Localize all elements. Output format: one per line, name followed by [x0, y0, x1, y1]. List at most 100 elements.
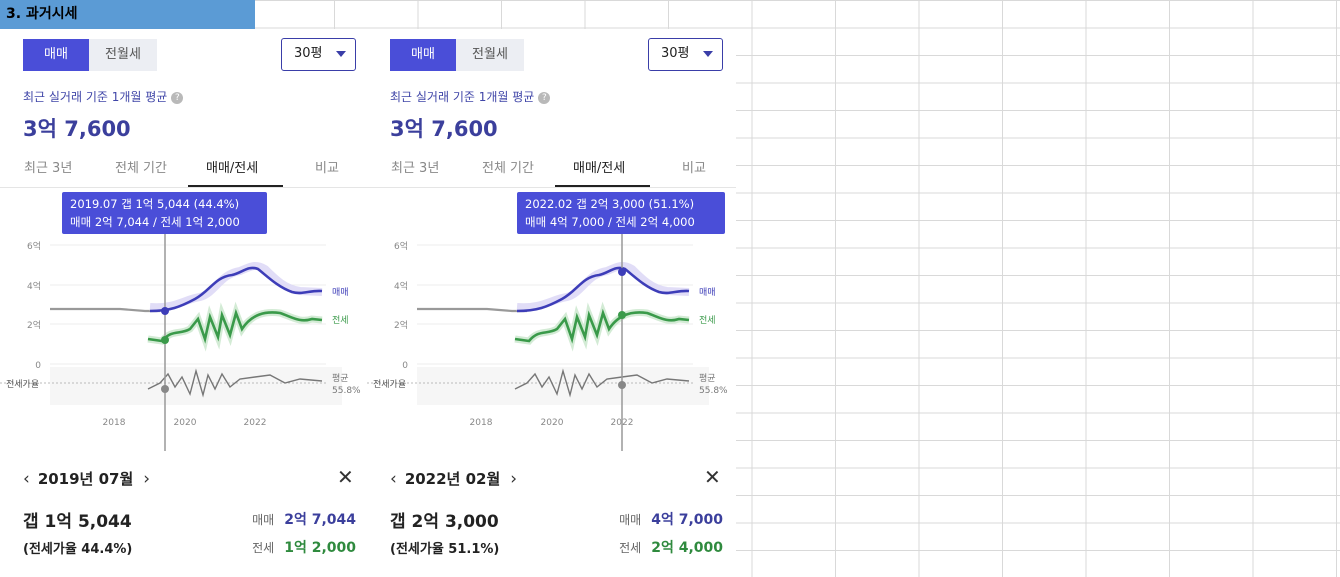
- x-tick-label: 2018: [470, 418, 493, 428]
- y-tick-label: 0: [35, 361, 41, 371]
- tooltip-line-2: 매매 2억 7,044 / 전세 1억 2,000: [70, 215, 240, 229]
- x-tick-label: 2022: [244, 418, 267, 428]
- jeonse-label: 전세: [252, 541, 275, 555]
- chevron-right-icon[interactable]: ›: [143, 468, 151, 489]
- trade-type-toggle: 매매 전월세: [23, 39, 157, 71]
- sale-label: 매매: [619, 513, 642, 527]
- sale-history-line: [417, 307, 527, 313]
- sale-line: [516, 266, 690, 313]
- jeonse-line: [514, 308, 690, 344]
- jeonse-value: 2억 4,000: [651, 540, 723, 556]
- tooltip-line-1: 2022.02 갭 2억 3,000 (51.1%): [525, 197, 695, 211]
- x-tick-label: 2020: [174, 418, 197, 428]
- ratio-avg-value: 55.8%: [332, 386, 361, 396]
- avg-price: 3억 7,600: [390, 117, 498, 141]
- avg-label: 최근 실거래 기준 1개월 평균?: [23, 88, 184, 105]
- tooltip-line-1: 2019.07 갭 1억 5,044 (44.4%): [70, 197, 240, 211]
- x-tick-label: 2018: [103, 418, 126, 428]
- sale-value: 4억 7,000: [651, 512, 723, 528]
- active-tab-underline: [188, 185, 283, 187]
- help-icon[interactable]: ?: [538, 91, 551, 104]
- close-icon[interactable]: ✕: [704, 465, 721, 489]
- jeonse-label: 전세: [619, 541, 642, 555]
- close-icon[interactable]: ✕: [337, 465, 354, 489]
- trade-type-toggle: 매매 전월세: [390, 39, 524, 71]
- tab-recent-3y[interactable]: 최근 3년: [24, 161, 73, 176]
- jeonse-value: 1억 2,000: [284, 540, 356, 556]
- gap-value: 갭 2억 3,000: [390, 512, 499, 532]
- sale-point-marker: [161, 307, 169, 315]
- ratio-avg-label: 평균: [332, 373, 349, 384]
- market-panel-1: 매매 전월세 30평 최근 실거래 기준 1개월 평균? 3억 7,600 최근…: [0, 29, 369, 577]
- jeonse-point-marker: [161, 336, 169, 344]
- selected-month: 2019년 07월: [37, 470, 134, 488]
- ratio-point-marker: [161, 385, 169, 393]
- rent-tab-button[interactable]: 전월세: [105, 47, 141, 62]
- tab-all-period[interactable]: 전체 기간: [482, 161, 534, 176]
- sheet-title: 3. 과거시세: [0, 0, 255, 29]
- chevron-right-icon[interactable]: ›: [510, 468, 518, 489]
- area-size-value: 30평: [661, 46, 690, 61]
- x-tick-label: 2020: [541, 418, 564, 428]
- avg-price: 3억 7,600: [23, 117, 131, 141]
- price-chart[interactable]: 6억 4억 2억 0 전세가율 평균 55.8% 매매 전세 2018 2020 2022 2019.…: [0, 189, 369, 451]
- sale-price-row: 매매 2억 7,044: [252, 509, 356, 529]
- ratio-axis-label: 전세가율: [6, 379, 39, 390]
- chevron-left-icon[interactable]: ‹: [23, 468, 30, 489]
- tab-all-period[interactable]: 전체 기간: [115, 161, 167, 176]
- month-navigator: ‹ 2019년 07월 ›: [23, 468, 150, 489]
- month-detail: ‹ 2022년 02월 › ✕ 갭 2억 3,000 (전세가율 51.1%) …: [367, 451, 736, 577]
- rent-tab-button[interactable]: 전월세: [472, 47, 508, 62]
- y-tick-label: 6억: [394, 240, 408, 252]
- area-size-select[interactable]: 30평: [648, 38, 723, 71]
- ratio-point-marker: [618, 381, 626, 389]
- chevron-down-icon: [336, 51, 346, 57]
- avg-label-text: 최근 실거래 기준 1개월 평균: [390, 90, 535, 104]
- sale-tab-button[interactable]: 매매: [390, 39, 456, 71]
- jeonse-ratio: (전세가율 51.1%): [390, 542, 500, 557]
- tab-recent-3y[interactable]: 최근 3년: [391, 161, 440, 176]
- sale-line: [149, 266, 323, 313]
- sale-range-band: [149, 261, 323, 312]
- jeonse-price-row: 전세 1억 2,000: [252, 537, 356, 557]
- sale-tab-button[interactable]: 매매: [23, 39, 89, 71]
- ratio-avg-label: 평균: [699, 373, 716, 384]
- jeonse-line: [147, 308, 323, 344]
- selected-month: 2022년 02월: [404, 470, 501, 488]
- y-tick-label: 4억: [394, 280, 408, 292]
- month-navigator: ‹ 2022년 02월 ›: [390, 468, 517, 489]
- active-tab-underline: [555, 185, 650, 187]
- chevron-left-icon[interactable]: ‹: [390, 468, 397, 489]
- sale-value: 2억 7,044: [284, 512, 356, 528]
- y-tick-label: 0: [402, 361, 408, 371]
- period-tabs: 최근 3년 전체 기간 매매/전세 비교: [0, 149, 369, 188]
- jeonse-series-label: 전세: [699, 315, 716, 326]
- sale-price-row: 매매 4억 7,000: [619, 509, 723, 529]
- ratio-line: [147, 368, 323, 398]
- tooltip-line-2: 매매 4억 7,000 / 전세 2억 4,000: [525, 215, 695, 229]
- ratio-line: [514, 368, 690, 398]
- jeonse-ratio: (전세가율 44.4%): [23, 542, 133, 557]
- area-size-select[interactable]: 30평: [281, 38, 356, 71]
- chart-tooltip: 2022.02 갭 2억 3,000 (51.1%) 매매 4억 7,000 /…: [517, 192, 725, 234]
- help-icon[interactable]: ?: [171, 91, 184, 104]
- period-tabs: 최근 3년 전체 기간 매매/전세 비교: [367, 149, 736, 188]
- avg-label-text: 최근 실거래 기준 1개월 평균: [23, 90, 168, 104]
- month-detail: ‹ 2019년 07월 › ✕ 갭 1억 5,044 (전세가율 44.4%) …: [0, 451, 369, 577]
- jeonse-price-row: 전세 2억 4,000: [619, 537, 723, 557]
- tab-compare[interactable]: 비교: [315, 161, 339, 176]
- tab-sale-jeonse[interactable]: 매매/전세: [573, 161, 626, 176]
- sale-series-label: 매매: [699, 287, 716, 298]
- tab-sale-jeonse[interactable]: 매매/전세: [206, 161, 259, 176]
- ratio-avg-value: 55.8%: [699, 386, 728, 396]
- sale-history-line: [50, 307, 160, 313]
- y-tick-label: 6억: [27, 240, 41, 252]
- tab-compare[interactable]: 비교: [682, 161, 706, 176]
- sale-point-marker: [618, 268, 626, 276]
- area-size-value: 30평: [294, 46, 323, 61]
- chevron-down-icon: [703, 51, 713, 57]
- y-tick-label: 2억: [394, 319, 408, 331]
